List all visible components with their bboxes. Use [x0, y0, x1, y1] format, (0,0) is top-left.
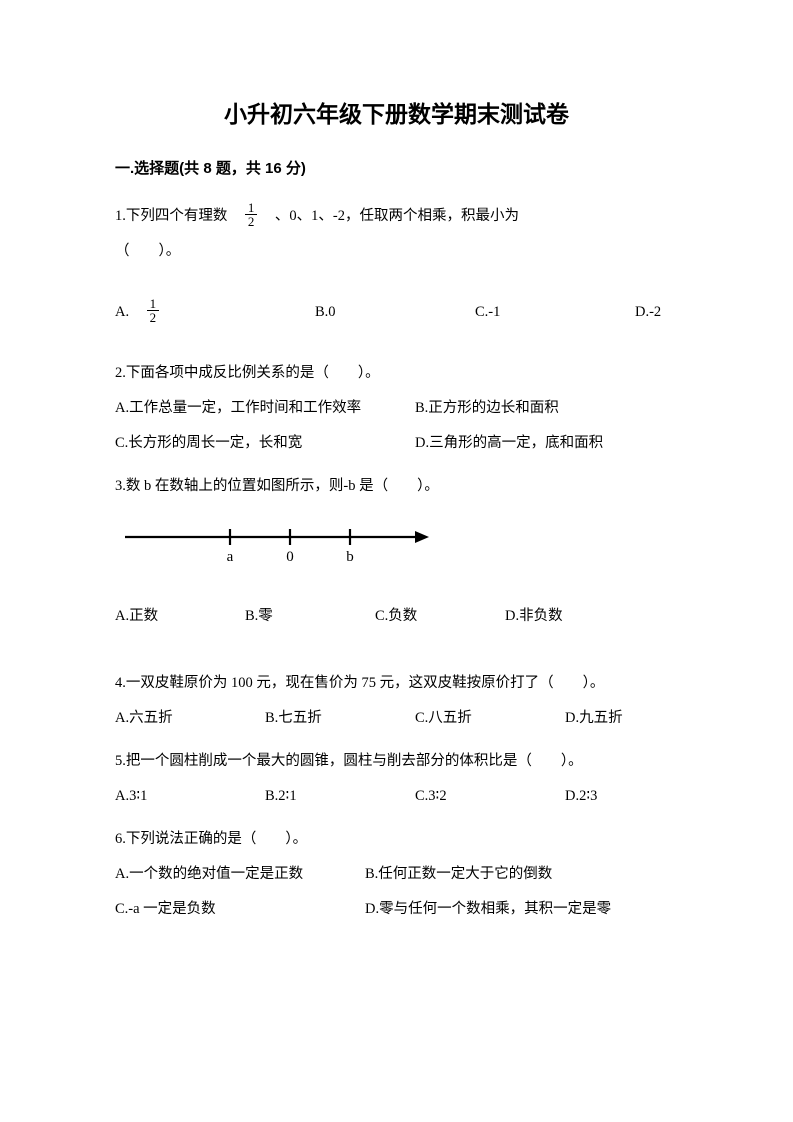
question-6: 6.下列说法正确的是（ ）。 A.一个数的绝对值一定是正数 B.任何正数一定大于…	[115, 825, 678, 924]
frac-num: 1	[245, 201, 258, 216]
frac-den: 2	[147, 311, 160, 325]
question-6-text: 6.下列说法正确的是（ ）。	[115, 825, 678, 854]
q2-option-a: A.工作总量一定，工作时间和工作效率	[115, 394, 415, 423]
q1-option-d: D.-2	[635, 298, 661, 327]
q2-options-row2: C.长方形的周长一定，长和宽 D.三角形的高一定，底和面积	[115, 429, 678, 458]
question-3: 3.数 b 在数轴上的位置如图所示，则-b 是（ ）。 a 0 b A.正数 B…	[115, 472, 678, 631]
q1-pre: 1.下列四个有理数	[115, 208, 242, 224]
q3-option-b: B.零	[245, 602, 375, 631]
fraction-half-icon: 12	[147, 297, 160, 325]
q1-options: A. 12 B.0 C.-1 D.-2	[115, 298, 678, 327]
number-line-icon: a 0 b	[115, 519, 435, 569]
q1-optA-label: A.	[115, 304, 144, 320]
question-4-text: 4.一双皮鞋原价为 100 元，现在售价为 75 元，这双皮鞋按原价打了（ ）。	[115, 669, 678, 698]
question-1: 1.下列四个有理数 12 、0、1、-2，任取两个相乘，积最小为 （ ）。 A.…	[115, 202, 678, 327]
q5-option-a: A.3∶1	[115, 782, 265, 811]
q5-option-c: C.3∶2	[415, 782, 565, 811]
fraction-half-icon: 12	[245, 201, 258, 229]
q6-option-d: D.零与任何一个数相乘，其积一定是零	[365, 895, 611, 924]
q1-blank: （ ）。	[115, 237, 678, 266]
question-2: 2.下面各项中成反比例关系的是（ ）。 A.工作总量一定，工作时间和工作效率 B…	[115, 359, 678, 458]
q3-options: A.正数 B.零 C.负数 D.非负数	[115, 602, 678, 631]
q3-option-c: C.负数	[375, 602, 505, 631]
q6-option-b: B.任何正数一定大于它的倒数	[365, 860, 552, 889]
number-line-figure: a 0 b	[115, 519, 678, 580]
nl-label-a: a	[227, 549, 234, 565]
q2-options-row1: A.工作总量一定，工作时间和工作效率 B.正方形的边长和面积	[115, 394, 678, 423]
frac-den: 2	[245, 215, 258, 229]
q6-option-c: C.-a 一定是负数	[115, 895, 365, 924]
question-4: 4.一双皮鞋原价为 100 元，现在售价为 75 元，这双皮鞋按原价打了（ ）。…	[115, 669, 678, 733]
question-1-text: 1.下列四个有理数 12 、0、1、-2，任取两个相乘，积最小为	[115, 202, 678, 231]
q4-options: A.六五折 B.七五折 C.八五折 D.九五折	[115, 704, 678, 733]
q1-option-c: C.-1	[475, 298, 635, 327]
q2-option-d: D.三角形的高一定，底和面积	[415, 429, 603, 458]
q2-option-c: C.长方形的周长一定，长和宽	[115, 429, 415, 458]
question-3-text: 3.数 b 在数轴上的位置如图所示，则-b 是（ ）。	[115, 472, 678, 501]
q3-option-d: D.非负数	[505, 602, 563, 631]
nl-label-0: 0	[286, 549, 294, 565]
q5-options: A.3∶1 B.2∶1 C.3∶2 D.2∶3	[115, 782, 678, 811]
q4-option-b: B.七五折	[265, 704, 415, 733]
q4-option-c: C.八五折	[415, 704, 565, 733]
q6-option-a: A.一个数的绝对值一定是正数	[115, 860, 365, 889]
q5-option-d: D.2∶3	[565, 782, 597, 811]
q1-option-b: B.0	[315, 298, 475, 327]
q2-option-b: B.正方形的边长和面积	[415, 394, 559, 423]
q4-option-d: D.九五折	[565, 704, 623, 733]
q6-options-row2: C.-a 一定是负数 D.零与任何一个数相乘，其积一定是零	[115, 895, 678, 924]
page-title: 小升初六年级下册数学期末测试卷	[115, 95, 678, 129]
q5-option-b: B.2∶1	[265, 782, 415, 811]
q1-option-a: A. 12	[115, 298, 315, 327]
q3-option-a: A.正数	[115, 602, 245, 631]
section-1-header: 一.选择题(共 8 题，共 16 分)	[115, 157, 678, 178]
q4-option-a: A.六五折	[115, 704, 265, 733]
question-5: 5.把一个圆柱削成一个最大的圆锥，圆柱与削去部分的体积比是（ ）。 A.3∶1 …	[115, 747, 678, 811]
question-2-text: 2.下面各项中成反比例关系的是（ ）。	[115, 359, 678, 388]
nl-label-b: b	[346, 549, 354, 565]
q1-post: 、0、1、-2，任取两个相乘，积最小为	[260, 208, 519, 224]
q6-options-row1: A.一个数的绝对值一定是正数 B.任何正数一定大于它的倒数	[115, 860, 678, 889]
frac-num: 1	[147, 297, 160, 312]
question-5-text: 5.把一个圆柱削成一个最大的圆锥，圆柱与削去部分的体积比是（ ）。	[115, 747, 678, 776]
